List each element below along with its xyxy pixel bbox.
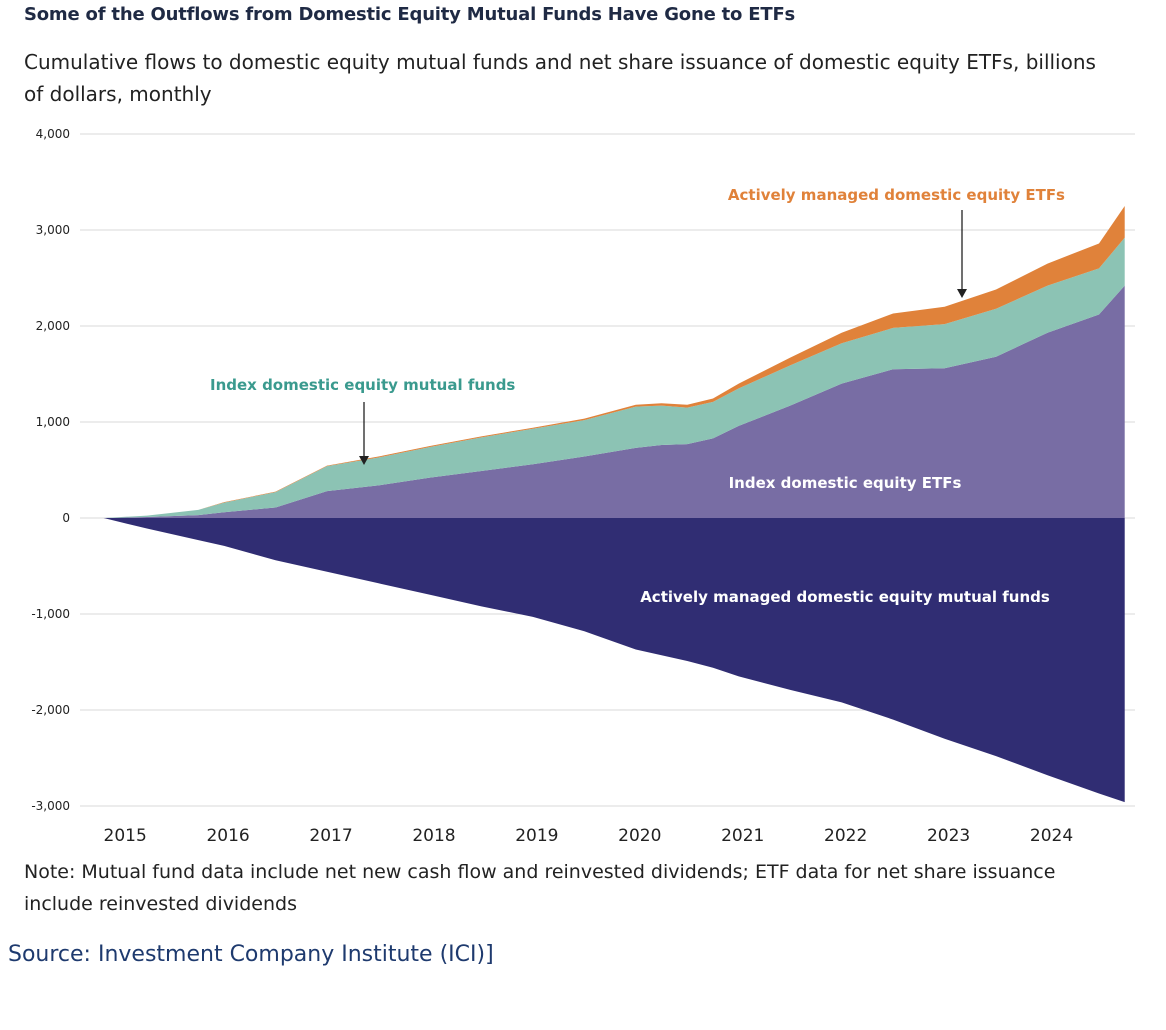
y-axis-ticks: 4,000 3,000 2,000 1,000 0 -1,000 -2,000 -3,000 — [31, 127, 70, 813]
x-tick-label: 2018 — [412, 826, 455, 846]
stacked-areas — [103, 206, 1125, 803]
series-area-index-etfs — [103, 285, 1125, 518]
annotation-arrow-active-etfs-head — [957, 289, 967, 298]
series-area-active-mutual-funds — [103, 518, 1125, 803]
annotation-active-mutual-funds: Actively managed domestic equity mutual … — [640, 588, 1050, 606]
y-tick-label: 4,000 — [36, 127, 70, 141]
chart-source: Source: Investment Company Institute (IC… — [8, 942, 494, 967]
x-tick-label: 2015 — [104, 826, 147, 846]
annotation-arrow-index-mutual-funds-head — [359, 456, 369, 465]
x-tick-label: 2020 — [618, 826, 661, 846]
x-axis-ticks: 2015 2016 2017 2018 2019 2020 2021 2022 2023 2024 — [104, 826, 1074, 846]
y-tick-label: 3,000 — [36, 223, 70, 237]
y-tick-label: 2,000 — [36, 319, 70, 333]
annotations: Actively managed domestic equity ETFs Ind… — [210, 186, 1065, 606]
chart-note: Note: Mutual fund data include net new c… — [24, 861, 1056, 915]
x-tick-label: 2017 — [309, 826, 352, 846]
y-tick-label: 1,000 — [36, 415, 70, 429]
y-tick-label: -3,000 — [31, 799, 70, 813]
x-tick-label: 2022 — [824, 826, 867, 846]
y-tick-label: -1,000 — [31, 607, 70, 621]
chart-title: Some of the Outflows from Domestic Equit… — [24, 4, 796, 25]
annotation-index-etfs: Index domestic equity ETFs — [729, 474, 962, 492]
x-tick-label: 2019 — [515, 826, 558, 846]
x-tick-label: 2023 — [927, 826, 970, 846]
x-tick-label: 2016 — [206, 826, 249, 846]
annotation-active-etfs: Actively managed domestic equity ETFs — [728, 186, 1065, 204]
y-tick-label: -2,000 — [31, 703, 70, 717]
x-tick-label: 2024 — [1030, 826, 1073, 846]
chart-subtitle: Cumulative flows to domestic equity mutu… — [24, 50, 1096, 106]
area-chart: 4,0003,0002,0001,0000-1,000-2,000-3,000 … — [31, 127, 1135, 846]
x-tick-label: 2021 — [721, 826, 764, 846]
y-tick-label: 0 — [62, 511, 70, 525]
annotation-index-mutual-funds: Index domestic equity mutual funds — [210, 376, 515, 394]
